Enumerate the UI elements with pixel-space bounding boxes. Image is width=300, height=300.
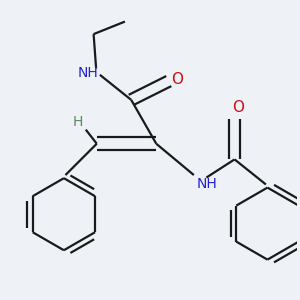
Text: O: O bbox=[171, 72, 183, 87]
Text: O: O bbox=[232, 100, 244, 115]
Text: NH: NH bbox=[197, 177, 218, 190]
Text: H: H bbox=[73, 115, 83, 129]
Text: NH: NH bbox=[78, 66, 98, 80]
